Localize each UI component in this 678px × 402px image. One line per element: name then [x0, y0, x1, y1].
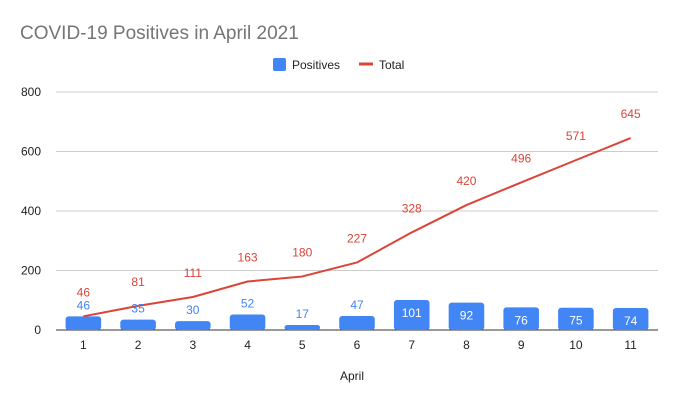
- y-tick-label: 400: [21, 204, 41, 218]
- bar-positives-9: [503, 307, 539, 330]
- data-label-total-8: 420: [456, 174, 476, 188]
- data-label-total-5: 180: [292, 245, 312, 259]
- x-tick-label: 11: [624, 338, 637, 352]
- bar-positives-3: [175, 321, 211, 330]
- data-label-positives-6: 47: [350, 298, 364, 312]
- line-series-total: [83, 137, 632, 318]
- data-label-total-7: 328: [402, 201, 422, 215]
- gridlines: [56, 91, 658, 331]
- line-total: [83, 137, 632, 318]
- data-label-total-11: 645: [621, 107, 641, 121]
- x-axis-ticks: 1 2 3 4 5 6 7 8 9 10 11: [80, 338, 637, 352]
- x-tick-label: 2: [135, 338, 142, 352]
- legend: Positives Total: [273, 58, 404, 72]
- data-label-positives-2: 35: [131, 302, 145, 316]
- data-label-total-10: 571: [566, 129, 586, 143]
- bar-positives-8: [448, 302, 485, 330]
- data-label-total-3: 111: [184, 266, 203, 280]
- x-tick-label: 9: [518, 338, 525, 352]
- y-tick-label: 0: [34, 323, 41, 337]
- data-label-positives-5: 17: [296, 307, 310, 321]
- bar-positives-6: [339, 316, 375, 330]
- bar-positives-4: [229, 314, 266, 330]
- legend-label-positives: Positives: [292, 58, 340, 72]
- bar-positives-2: [120, 319, 156, 330]
- x-tick-label: 6: [354, 338, 361, 352]
- chart-title: COVID-19 Positives in April 2021: [20, 23, 299, 44]
- data-labels: 46 35 30 52 17 47 101 92 76 75 74 46 81 111 163 180 227 3…: [77, 107, 641, 328]
- legend-swatch-positives: [273, 58, 286, 71]
- x-tick-label: 3: [189, 338, 196, 352]
- data-label-positives-3: 30: [186, 303, 200, 317]
- bar-series-positives: [65, 299, 649, 330]
- bar-positives-11: [612, 307, 649, 330]
- x-tick-label: 10: [569, 338, 583, 352]
- bar-positives-10: [558, 307, 594, 330]
- data-label-total-2: 81: [131, 275, 145, 289]
- bar-positives-1: [65, 316, 102, 330]
- data-label-positives-9: 76: [515, 313, 529, 327]
- x-axis-title: April: [340, 369, 364, 383]
- y-tick-label: 800: [21, 85, 41, 99]
- bar-positives-7: [393, 299, 430, 330]
- data-label-positives-4: 52: [241, 297, 255, 311]
- data-label-positives-7: 101: [402, 306, 422, 320]
- x-tick-label: 8: [463, 338, 470, 352]
- data-label-total-6: 227: [347, 231, 367, 245]
- y-axis-ticks: 0 200 400 600 800: [21, 85, 41, 337]
- y-tick-label: 200: [21, 264, 41, 278]
- x-tick-label: 7: [408, 338, 415, 352]
- data-label-positives-10: 75: [569, 314, 583, 328]
- y-tick-label: 600: [21, 145, 41, 159]
- data-label-positives-8: 92: [460, 309, 474, 323]
- x-tick-label: 5: [299, 338, 306, 352]
- data-label-positives-1: 46: [77, 298, 91, 312]
- legend-label-total: Total: [379, 58, 404, 72]
- data-label-total-4: 163: [238, 251, 258, 265]
- data-label-positives-11: 74: [624, 314, 638, 328]
- data-label-total-1: 46: [77, 285, 91, 299]
- x-tick-label: 4: [244, 338, 251, 352]
- bar-positives-5: [284, 324, 321, 330]
- x-tick-label: 1: [80, 338, 87, 352]
- data-label-total-9: 496: [511, 151, 531, 165]
